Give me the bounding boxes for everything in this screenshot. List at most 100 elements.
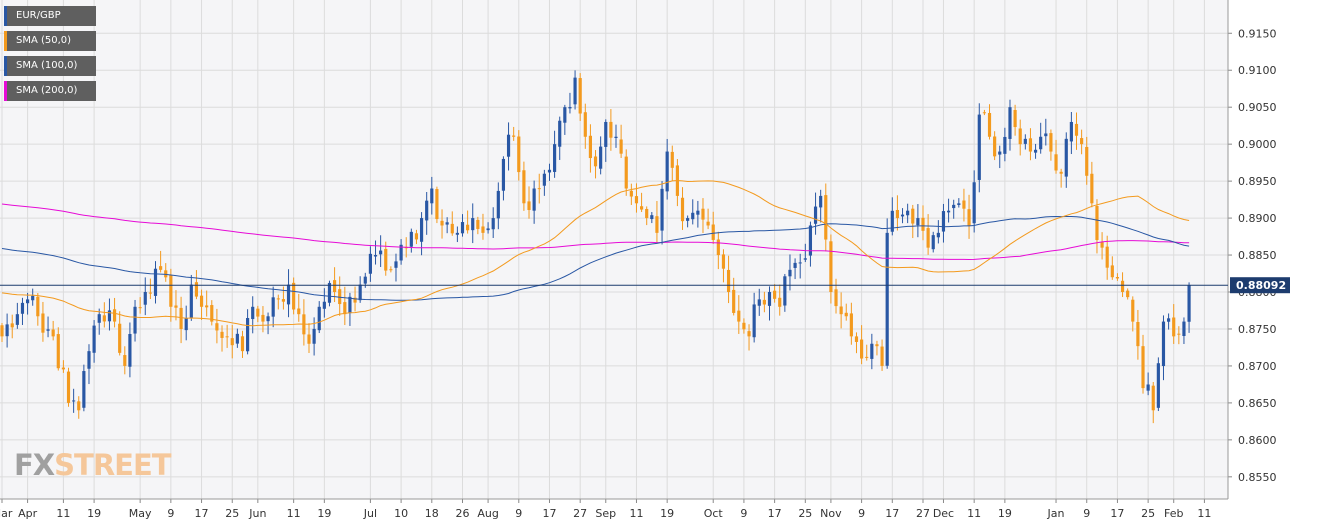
candle-body [425, 200, 429, 221]
candle-body [798, 262, 802, 264]
y-tick-label: 0.9100 [1238, 64, 1277, 77]
x-tick-label: Sep [595, 507, 616, 520]
x-tick-label: 17 [1110, 507, 1124, 520]
x-tick-label: 18 [425, 507, 439, 520]
candle-body [256, 308, 260, 317]
candle-body [1064, 138, 1068, 177]
candle-body [87, 351, 91, 369]
candle-body [179, 307, 183, 329]
x-tick-label: 9 [1083, 507, 1090, 520]
candle-body [460, 222, 465, 234]
candle-body [1177, 333, 1181, 335]
candle-body [563, 107, 567, 123]
candle-body [102, 315, 106, 322]
candle-body [998, 151, 1002, 155]
candle-body [394, 261, 398, 268]
candle-body [61, 367, 65, 370]
candle-body [153, 268, 158, 296]
last-price-badge [1230, 277, 1290, 294]
x-tick-label: 19 [998, 507, 1012, 520]
candle-body [1049, 133, 1053, 152]
candle-body [276, 298, 280, 300]
candle-body [870, 343, 874, 359]
candle-body [445, 222, 449, 225]
candle-body [537, 188, 541, 190]
candle-body [1187, 285, 1191, 322]
candle-body [767, 292, 772, 306]
x-tick-label: Mar [0, 507, 13, 520]
candle-body [614, 136, 618, 138]
legend-item-sma50: SMA (50,0) [4, 31, 96, 51]
candle-body [624, 156, 628, 189]
candle-body [522, 170, 526, 204]
legend-swatch [4, 56, 7, 76]
x-tick-label: Nov [820, 507, 842, 520]
last-price-label: 0.88092 [1236, 279, 1286, 292]
candle-body [639, 206, 644, 210]
candle-body [757, 299, 761, 306]
candle-body [583, 112, 587, 137]
candle-body [358, 284, 362, 301]
candle-body [97, 314, 101, 323]
candle-body [1008, 107, 1012, 139]
candle-body [619, 139, 623, 154]
candle-body [962, 200, 966, 209]
candle-body [159, 266, 163, 270]
candle-body [435, 189, 439, 220]
candle-body [829, 241, 833, 293]
candle-body [363, 276, 367, 284]
candle-body [220, 331, 224, 338]
candle-body [706, 221, 710, 226]
candle-body [338, 289, 342, 305]
sma100-line [1, 215, 1190, 301]
candle-body [696, 210, 700, 215]
candle-body [1141, 346, 1145, 389]
candle-body [215, 323, 219, 331]
candle-body [466, 224, 470, 231]
candle-body [36, 296, 40, 317]
candle-body [1023, 138, 1027, 144]
x-tick-label: 17 [195, 507, 209, 520]
candle-body [379, 250, 383, 255]
candle-body [645, 208, 649, 219]
candle-body [1110, 265, 1114, 278]
candle-body [450, 223, 454, 234]
candle-body [726, 269, 731, 293]
candle-body [1146, 384, 1150, 391]
candle-body [205, 305, 209, 308]
candle-body [1059, 171, 1063, 174]
candle-body [865, 356, 869, 358]
candle-body [593, 156, 598, 167]
candle-body [609, 121, 613, 138]
candle-body [419, 218, 424, 242]
y-tick-label: 0.8900 [1238, 212, 1277, 225]
x-tick-label: 11 [56, 507, 70, 520]
candle-body [517, 136, 521, 173]
candle-body [72, 400, 76, 402]
candle-body [532, 188, 536, 211]
candle-body [373, 255, 378, 257]
legend-swatch [4, 31, 7, 51]
x-tick-label: 17 [768, 507, 782, 520]
candle-body [982, 112, 986, 114]
candle-body [1182, 321, 1186, 337]
x-tick-label: 11 [629, 507, 643, 520]
candle-body [762, 299, 766, 305]
candle-body [77, 401, 81, 411]
candle-body [246, 318, 250, 352]
candle-body [112, 309, 117, 322]
candle-body [803, 258, 807, 260]
legend-item-sma100: SMA (100,0) [4, 56, 96, 76]
candle-body [967, 209, 971, 226]
x-tick-label: 9 [740, 507, 747, 520]
y-tick-label: 0.9150 [1238, 27, 1277, 40]
y-tick-label: 0.8950 [1238, 175, 1277, 188]
candle-body [128, 334, 132, 367]
y-tick-label: 0.9000 [1238, 138, 1277, 151]
candle-body [322, 301, 326, 309]
legend-swatch [4, 81, 7, 101]
candle-body [0, 325, 4, 337]
x-tick-label: May [129, 507, 152, 520]
